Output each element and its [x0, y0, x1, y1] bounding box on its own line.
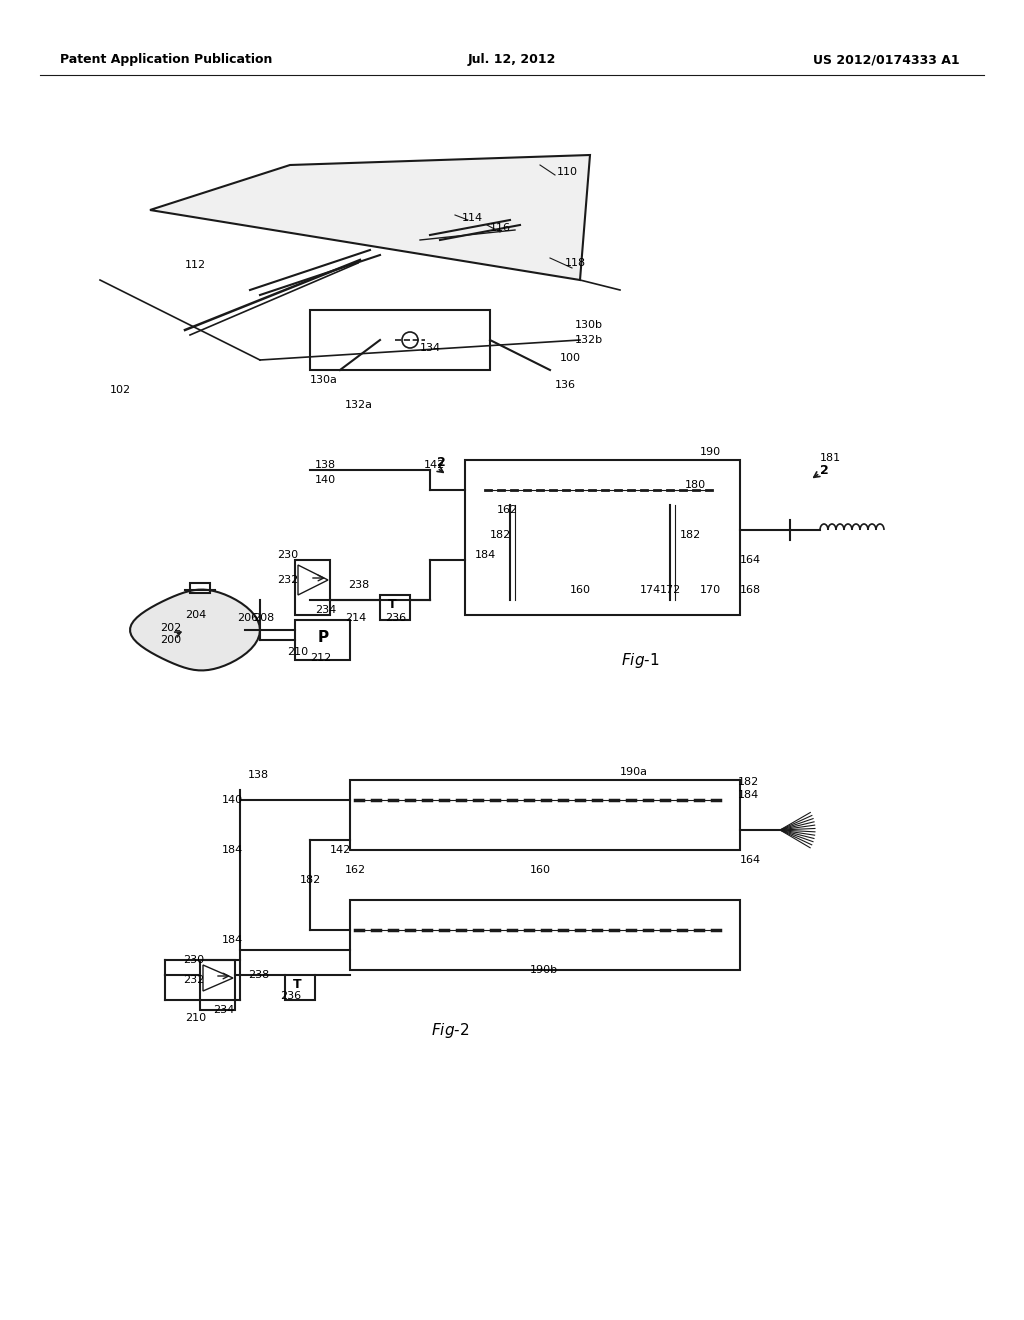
Text: 184: 184 [222, 845, 244, 855]
Text: 142: 142 [330, 845, 351, 855]
Text: 190b: 190b [530, 965, 558, 975]
Text: 116: 116 [490, 223, 511, 234]
Text: 142: 142 [424, 459, 445, 470]
Text: 164: 164 [740, 855, 761, 865]
Bar [295, 560, 330, 615]
Text: 180: 180 [685, 480, 707, 490]
Text: Patent Application Publication: Patent Application Publication [60, 54, 272, 66]
Text: 182: 182 [738, 777, 759, 787]
Text: 162: 162 [345, 865, 367, 875]
Text: $\it{Fig}$-2: $\it{Fig}$-2 [431, 1020, 469, 1040]
Text: 210: 210 [287, 647, 308, 657]
Text: 170: 170 [700, 585, 721, 595]
Text: 2: 2 [437, 457, 445, 470]
Bar [200, 960, 234, 1010]
Polygon shape [150, 154, 590, 280]
Bar [285, 975, 315, 1001]
Text: T: T [293, 978, 302, 991]
Text: 208: 208 [253, 612, 274, 623]
Text: 236: 236 [280, 991, 301, 1001]
Text: 230: 230 [183, 954, 204, 965]
Text: $\it{Fig}$-1: $\it{Fig}$-1 [621, 651, 659, 669]
Text: 206: 206 [237, 612, 258, 623]
Bar [350, 780, 740, 850]
Text: 232: 232 [278, 576, 298, 585]
Text: Jul. 12, 2012: Jul. 12, 2012 [468, 54, 556, 66]
Text: 110: 110 [557, 168, 578, 177]
Text: 174: 174 [640, 585, 662, 595]
Text: 118: 118 [565, 257, 586, 268]
Text: 132a: 132a [345, 400, 373, 411]
Text: 172: 172 [660, 585, 681, 595]
Text: 234: 234 [213, 1005, 234, 1015]
Text: 160: 160 [570, 585, 591, 595]
Text: 182: 182 [490, 531, 511, 540]
Bar [380, 595, 410, 620]
Text: 132b: 132b [575, 335, 603, 345]
Text: 100: 100 [560, 352, 581, 363]
Text: 136: 136 [555, 380, 575, 389]
Text: 202: 202 [160, 623, 181, 634]
Text: 140: 140 [315, 475, 336, 484]
Polygon shape [130, 590, 260, 671]
Text: 2: 2 [820, 463, 828, 477]
Text: 130a: 130a [310, 375, 338, 385]
Text: 230: 230 [278, 550, 298, 560]
Text: 200: 200 [160, 635, 181, 645]
Text: 138: 138 [315, 459, 336, 470]
Text: 238: 238 [248, 970, 269, 979]
Text: 130b: 130b [575, 319, 603, 330]
Bar [350, 900, 740, 970]
Bar [295, 620, 350, 660]
Text: 182: 182 [680, 531, 701, 540]
Text: 238: 238 [348, 579, 370, 590]
Text: 210: 210 [185, 1012, 206, 1023]
Text: P: P [318, 631, 329, 645]
Text: 134: 134 [420, 343, 441, 352]
Text: 181: 181 [820, 453, 841, 463]
Text: T: T [388, 598, 396, 611]
Text: US 2012/0174333 A1: US 2012/0174333 A1 [813, 54, 961, 66]
Text: 184: 184 [222, 935, 244, 945]
Text: 160: 160 [530, 865, 551, 875]
Bar [190, 583, 210, 593]
Text: 114: 114 [462, 213, 483, 223]
Text: 234: 234 [315, 605, 336, 615]
Text: 168: 168 [740, 585, 761, 595]
Text: 236: 236 [385, 612, 407, 623]
Text: 140: 140 [222, 795, 243, 805]
Text: 182: 182 [300, 875, 322, 884]
Bar [465, 459, 740, 615]
Text: 232: 232 [183, 975, 204, 985]
Text: 164: 164 [740, 554, 761, 565]
Text: 112: 112 [185, 260, 206, 271]
Text: 204: 204 [185, 610, 206, 620]
Text: 102: 102 [110, 385, 131, 395]
Text: 184: 184 [475, 550, 497, 560]
Text: 212: 212 [310, 653, 331, 663]
Text: 214: 214 [345, 612, 367, 623]
Text: 190a: 190a [620, 767, 648, 777]
Text: 162: 162 [497, 506, 518, 515]
Text: 190: 190 [700, 447, 721, 457]
Text: 138: 138 [248, 770, 269, 780]
Bar [310, 310, 490, 370]
Text: 184: 184 [738, 789, 759, 800]
